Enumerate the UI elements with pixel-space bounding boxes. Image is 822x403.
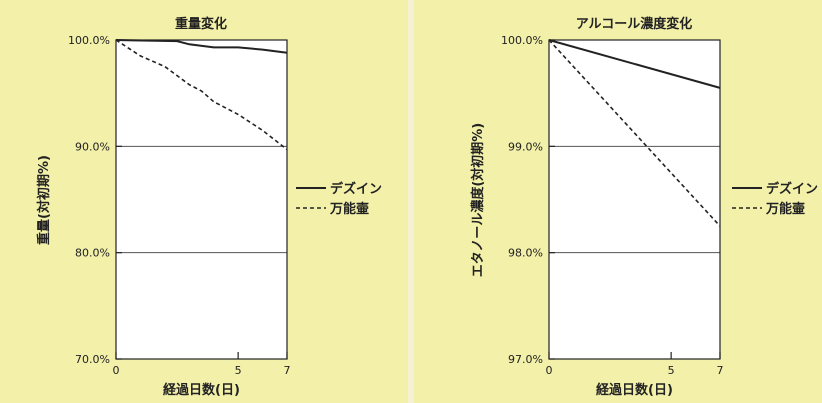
x-axis-label: 経過日数(日) [596,382,673,398]
x-tick-label: 7 [284,364,291,377]
y-tick-label: 99.0% [508,140,543,153]
plot-area [549,40,720,359]
series-line [548,39,721,227]
y-axis-label: 重量(対初期%) [36,155,52,245]
alcohol-chart-panel: アルコール濃度変化 97.0% 98.0% 99.0% 100.0% 0 5 7 経過日数(日)… [414,0,822,403]
series-line [115,39,288,151]
y-tick-label: 70.0% [75,353,110,366]
y-tick-label: 98.0% [508,247,543,260]
y-axis-label: エタノール濃度(対初期%) [470,123,486,278]
series-line [548,39,721,89]
weight-change-chart: 重量変化 70.0% 80.0% 90.0% 100.0% 0 5 7 経過日数(日) 重量(対初… [36,16,382,398]
plot-frame [115,39,288,360]
legend-label: デズイン [766,181,818,197]
x-tick-label: 7 [717,364,724,377]
x-tick-label: 0 [546,364,553,377]
y-tick-label: 90.0% [75,140,110,153]
legend-label: 万能壷 [765,201,805,217]
y-tick-label: 100.0% [501,34,543,47]
y-tick-label: 100.0% [68,34,110,47]
plot-area [116,40,287,359]
x-tick-label: 0 [113,364,120,377]
y-tick-label: 97.0% [508,353,543,366]
series-line [115,39,288,54]
legend-label: 万能壷 [329,201,369,217]
plot-frame [548,39,721,360]
chart-title: 重量変化 [175,16,227,32]
weight-chart-panel: 重量変化 70.0% 80.0% 90.0% 100.0% 0 5 7 経過日数(日) 重量(対初… [0,0,408,403]
alcohol-concentration-chart: アルコール濃度変化 97.0% 98.0% 99.0% 100.0% 0 5 7 経過日数(日)… [470,16,818,398]
chart-title: アルコール濃度変化 [576,16,693,32]
legend-label: デズイン [330,181,382,197]
x-tick-label: 5 [668,364,675,377]
y-tick-label: 80.0% [75,247,110,260]
x-tick-label: 5 [235,364,242,377]
x-axis-label: 経過日数(日) [163,382,240,398]
